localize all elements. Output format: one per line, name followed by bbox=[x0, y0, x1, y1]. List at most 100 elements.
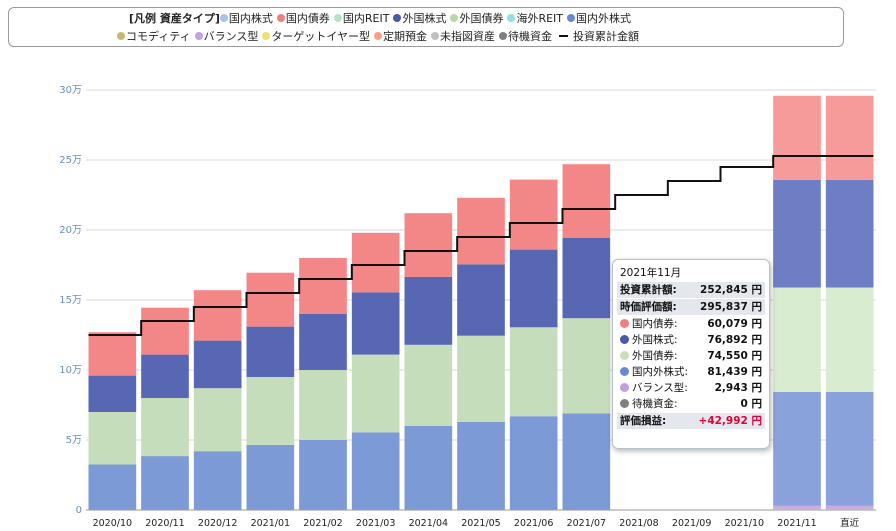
legend-item[interactable]: バランス型 bbox=[194, 30, 259, 43]
color-dot-icon bbox=[620, 383, 629, 392]
bar-segment bbox=[299, 440, 347, 510]
bar-segment bbox=[88, 412, 137, 465]
legend-item[interactable]: 国内株式 bbox=[219, 12, 273, 25]
bar-segment bbox=[299, 258, 347, 314]
color-dot-icon bbox=[620, 319, 629, 328]
color-dot-icon bbox=[450, 14, 459, 22]
tooltip-row-value: 60,079 円 bbox=[707, 318, 762, 330]
color-dot-icon bbox=[262, 32, 271, 40]
legend-item-label: コモディティ bbox=[126, 30, 191, 43]
bar-segment bbox=[141, 354, 189, 398]
line-swatch-icon bbox=[559, 35, 569, 37]
bar-segment bbox=[193, 290, 242, 341]
legend-item[interactable]: 外国債券 bbox=[450, 12, 503, 25]
y-tick-label: 15万 bbox=[59, 295, 82, 306]
color-dot-icon bbox=[393, 14, 402, 22]
color-dot-icon bbox=[620, 367, 629, 376]
tooltip-row-value: 74,550 円 bbox=[707, 350, 762, 362]
bar-segment bbox=[351, 232, 400, 293]
bar-segment bbox=[825, 391, 874, 506]
tooltip-row-label: 外国債券: bbox=[632, 350, 678, 362]
bar-segment bbox=[562, 237, 611, 319]
bar-segment bbox=[141, 307, 189, 355]
tooltip-title: 2021年11月 bbox=[620, 267, 682, 279]
bar-segment bbox=[246, 377, 295, 445]
color-dot-icon bbox=[219, 14, 228, 22]
bar-segment bbox=[825, 287, 874, 392]
legend-item-label: 国内外株式 bbox=[576, 12, 632, 25]
x-tick-label: 2020/12 bbox=[198, 518, 237, 529]
legend-item[interactable]: コモディティ bbox=[117, 30, 191, 43]
bar-segment bbox=[246, 326, 295, 377]
color-dot-icon bbox=[620, 399, 629, 408]
color-dot-icon bbox=[567, 14, 576, 22]
color-dot-icon bbox=[620, 351, 629, 360]
x-tick-label: 2021/02 bbox=[303, 518, 342, 529]
legend-item[interactable]: 国内債券 bbox=[276, 12, 330, 25]
legend-item[interactable]: 定期預金 bbox=[374, 30, 427, 43]
tooltip-row: 評価損益: +42,992 円 bbox=[617, 413, 765, 429]
legend-item-label: 海外REIT bbox=[516, 12, 564, 25]
legend-item[interactable]: 未指図資産 bbox=[431, 30, 495, 43]
color-dot-icon bbox=[431, 32, 440, 40]
legend-item[interactable]: ターゲットイヤー型 bbox=[262, 30, 370, 43]
x-tick-label: 2021/03 bbox=[356, 518, 395, 529]
legend-item[interactable]: 外国株式 bbox=[393, 12, 446, 25]
bar-segment bbox=[562, 413, 611, 510]
tooltip-row-value: 0 円 bbox=[740, 398, 762, 410]
legend-item-label: 定期預金 bbox=[383, 30, 428, 43]
bar-segment bbox=[773, 391, 821, 506]
bar-segment bbox=[141, 456, 189, 510]
tooltip-row-label: 国内外株式: bbox=[632, 366, 689, 378]
x-tick-label: 2021/10 bbox=[725, 518, 764, 529]
legend-item[interactable]: 海外REIT bbox=[507, 12, 563, 25]
bar-segment bbox=[773, 287, 821, 392]
legend-row: コモディティ バランス型 ターゲットイヤー型 定期預金 未指図資産 待機資金 投資累計金額 bbox=[117, 28, 843, 46]
legend-item[interactable]: 待機資金 bbox=[499, 30, 552, 43]
bar-segment bbox=[562, 318, 611, 414]
bar-segment bbox=[457, 264, 505, 336]
legend-title: [凡例 資産タイプ] bbox=[129, 12, 220, 25]
bar-segment bbox=[773, 95, 821, 180]
tooltip-row-label: 国内債券: bbox=[632, 318, 678, 330]
bar-segment bbox=[773, 179, 821, 288]
y-tick-label: 30万 bbox=[59, 85, 82, 96]
bar-segment bbox=[825, 505, 874, 510]
bar-segment bbox=[404, 213, 453, 277]
legend-item-label: 待機資金 bbox=[508, 30, 553, 43]
legend-item-label: 国内債券 bbox=[285, 12, 330, 25]
bar-segment bbox=[509, 179, 558, 250]
bar-segment bbox=[351, 354, 400, 433]
color-dot-icon bbox=[507, 14, 516, 22]
legend-item[interactable]: 国内外株式 bbox=[567, 12, 631, 25]
color-dot-icon bbox=[333, 14, 342, 22]
tooltip-row-label: 外国株式: bbox=[632, 334, 678, 346]
tooltip-row-label: 時価評価額: bbox=[620, 301, 677, 313]
bar-segment bbox=[404, 426, 453, 510]
legend-item[interactable]: 国内REIT bbox=[333, 12, 390, 25]
tooltip-rows: 投資累計額: 252,845 円時価評価額: 295,837 円国内債券: 60,07… bbox=[617, 282, 765, 429]
data-tooltip: 2021年11月 投資累計額: 252,845 円時価評価額: 295,837 円国… bbox=[612, 259, 770, 449]
bar-segment bbox=[773, 505, 821, 510]
x-tick-label: 2021/11 bbox=[777, 518, 816, 529]
bar-segment bbox=[88, 375, 137, 412]
bar-segment bbox=[562, 164, 611, 238]
bar-segment bbox=[141, 398, 189, 457]
x-tick-label: 2021/07 bbox=[567, 518, 606, 529]
x-tick-label: 2021/01 bbox=[251, 518, 290, 529]
bar-segment bbox=[193, 451, 242, 510]
tooltip-row-value: 76,892 円 bbox=[707, 334, 762, 346]
legend-item-label: バランス型 bbox=[203, 30, 259, 43]
tooltip-row: 待機資金: 0 円 bbox=[617, 396, 765, 412]
tooltip-row-value: +42,992 円 bbox=[698, 415, 762, 427]
legend-item-label: 国内株式 bbox=[228, 12, 273, 25]
tooltip-row-label: 投資累計額: bbox=[620, 284, 677, 296]
tooltip-row: 外国債券: 74,550 円 bbox=[617, 348, 765, 364]
tooltip-row-label: バランス型: bbox=[632, 382, 688, 394]
x-tick-label: 2021/08 bbox=[619, 518, 658, 529]
tooltip-row-value: 2,943 円 bbox=[714, 382, 762, 394]
legend-item-label: 国内REIT bbox=[342, 12, 390, 25]
legend-item-label: 未指図資産 bbox=[440, 30, 496, 43]
x-tick-label: 2021/06 bbox=[514, 518, 553, 529]
legend-item[interactable]: 投資累計金額 bbox=[556, 30, 639, 43]
